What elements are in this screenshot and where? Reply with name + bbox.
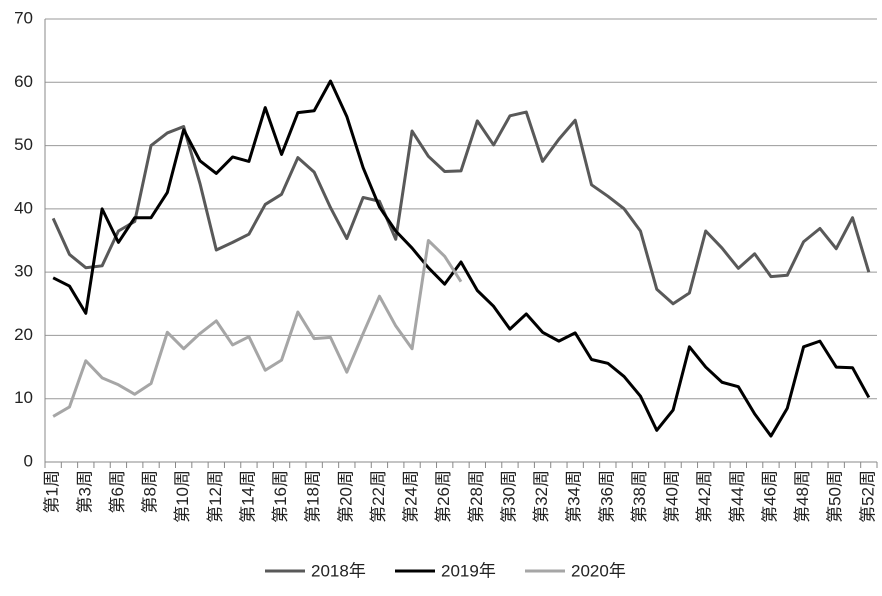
x-tick-label: 第14周 [238,470,257,523]
x-tick-label: 第16周 [271,470,290,523]
x-tick-label: 第18周 [304,470,323,523]
legend-label: 2019年 [441,561,496,580]
legend-label: 2018年 [311,561,366,580]
series-line [51,110,871,306]
x-tick-label: 第42周 [695,470,714,523]
legend-label: 2020年 [571,561,626,580]
y-tick-label: 20 [14,325,33,344]
x-tick-label: 第40周 [663,470,682,523]
x-tick-label: 第12周 [206,470,225,523]
x-tick-label: 第38周 [630,470,649,523]
x-tick-label: 第24周 [402,470,421,523]
x-tick-label: 第6周 [108,470,127,513]
x-tick-label: 第22周 [369,470,388,523]
x-tick-label: 第28周 [467,470,486,523]
x-tick-label: 第46周 [760,470,779,523]
x-tick-label: 第10周 [173,470,192,523]
x-tick-label: 第44周 [728,470,747,523]
x-tick-label: 第30周 [499,470,518,523]
x-tick-label: 第26周 [434,470,453,523]
x-tick-label: 第36周 [597,470,616,523]
y-tick-label: 40 [14,198,33,217]
x-tick-label: 第3周 [75,470,94,513]
x-tick-label: 第32周 [532,470,551,523]
y-tick-label: 10 [14,388,33,407]
y-tick-label: 60 [14,72,33,91]
series-line [52,79,871,438]
x-tick-label: 第50周 [826,470,845,523]
x-tick-label: 第8周 [141,470,160,513]
series-line [52,239,463,418]
y-tick-label: 50 [14,135,33,154]
y-tick-label: 0 [24,451,33,470]
x-tick-label: 第34周 [565,470,584,523]
y-tick-label: 30 [14,262,33,281]
x-tick-label: 第48周 [793,470,812,523]
x-tick-label: 第1周 [43,470,62,513]
x-tick-label: 第52周 [858,470,877,523]
x-tick-label: 第20周 [336,470,355,523]
y-tick-label: 70 [14,8,33,27]
